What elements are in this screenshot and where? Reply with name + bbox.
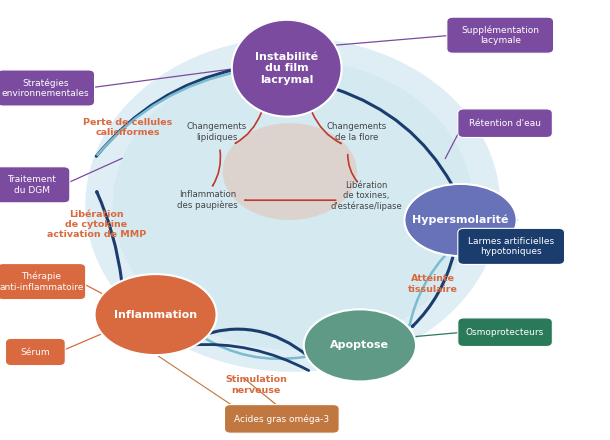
FancyBboxPatch shape bbox=[458, 318, 553, 347]
Text: Supplémentation
lacymale: Supplémentation lacymale bbox=[461, 25, 539, 45]
FancyBboxPatch shape bbox=[458, 109, 553, 137]
FancyBboxPatch shape bbox=[5, 338, 65, 366]
Text: Traitement
du DGM: Traitement du DGM bbox=[7, 175, 56, 194]
Text: Changements
lipidiques: Changements lipidiques bbox=[187, 122, 246, 142]
Ellipse shape bbox=[304, 309, 416, 381]
Text: Perte de cellules
caliciformes: Perte de cellules caliciformes bbox=[84, 118, 173, 137]
Text: Libération
de cytokine
activation de MMP: Libération de cytokine activation de MMP bbox=[47, 209, 146, 239]
Text: Acides gras oméga-3: Acides gras oméga-3 bbox=[234, 414, 329, 424]
Ellipse shape bbox=[232, 20, 342, 117]
FancyBboxPatch shape bbox=[0, 70, 95, 106]
Text: Instabilité
du film
lacrymal: Instabilité du film lacrymal bbox=[255, 51, 318, 85]
Text: Thérapie
anti-inflammatoire: Thérapie anti-inflammatoire bbox=[0, 271, 84, 292]
Text: Inflammation: Inflammation bbox=[114, 310, 197, 319]
Ellipse shape bbox=[95, 274, 217, 355]
Text: Osmoprotecteurs: Osmoprotecteurs bbox=[466, 328, 544, 337]
FancyBboxPatch shape bbox=[0, 264, 85, 300]
Ellipse shape bbox=[113, 59, 473, 350]
Ellipse shape bbox=[85, 37, 500, 372]
Text: Rétention d'eau: Rétention d'eau bbox=[469, 119, 541, 128]
Text: Hypersmolarité: Hypersmolarité bbox=[412, 215, 509, 225]
Text: Inflammation
des paupières: Inflammation des paupières bbox=[177, 190, 238, 210]
FancyBboxPatch shape bbox=[447, 17, 553, 53]
Text: Libération
de toxines,
d'estérase/lipase: Libération de toxines, d'estérase/lipase bbox=[330, 180, 402, 211]
Text: Stratégies
environnementales: Stratégies environnementales bbox=[2, 78, 90, 98]
FancyBboxPatch shape bbox=[0, 167, 70, 203]
Text: Apoptose: Apoptose bbox=[331, 341, 389, 350]
FancyBboxPatch shape bbox=[458, 228, 564, 264]
Text: Larmes artificielles
hypotoniques: Larmes artificielles hypotoniques bbox=[468, 237, 554, 256]
Ellipse shape bbox=[223, 123, 357, 220]
Text: Stimulation
nerveuse: Stimulation nerveuse bbox=[225, 375, 287, 395]
Ellipse shape bbox=[404, 184, 517, 256]
Text: Atteinte
tissulaire: Atteinte tissulaire bbox=[408, 274, 458, 293]
FancyBboxPatch shape bbox=[224, 405, 339, 433]
Text: Sérum: Sérum bbox=[21, 348, 50, 356]
Text: Changements
de la flore: Changements de la flore bbox=[327, 122, 387, 142]
